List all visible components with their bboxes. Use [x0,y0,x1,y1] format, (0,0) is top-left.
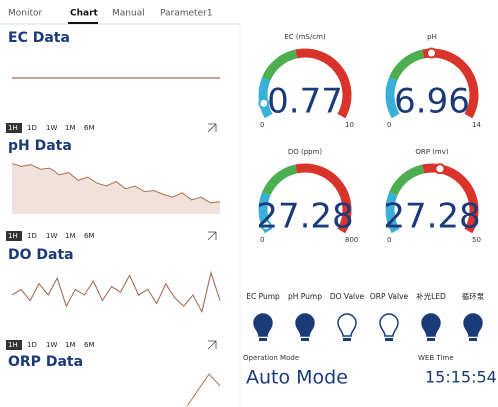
bulb-base [343,338,351,341]
gauge-marker [258,97,270,109]
gauge-zone [258,76,273,119]
web-time-label: WEB Time [418,354,454,362]
gauge-value: 27.28 [383,197,480,237]
gauge-max: 10 [345,121,354,129]
chart-title: ORP Data [8,354,83,370]
gauge-value: 27.28 [256,197,353,237]
range-button[interactable]: 1W [46,124,57,132]
range-button[interactable]: 1M [65,341,76,349]
tab[interactable]: Manual [112,9,145,19]
range-button[interactable]: 6M [84,232,95,240]
gauge-value: 0.77 [267,82,343,122]
chart-line [186,373,221,407]
gauge-min: 0 [260,121,264,129]
range-button-active [6,231,22,241]
range-button[interactable]: 1H [8,232,18,240]
tab[interactable]: Monitor [8,9,43,19]
range-button[interactable]: 1H [8,124,18,132]
chart-area [12,163,220,214]
chart-title: pH Data [8,138,72,154]
gauge-min: 0 [387,236,391,244]
device-label: pH Pump [288,292,322,301]
gauge-min: 0 [260,236,264,244]
range-button[interactable]: 1M [65,232,76,240]
range-button[interactable]: 1M [65,124,76,132]
range-button[interactable]: 6M [84,124,95,132]
gauge-label: pH [427,33,437,41]
gauge-max: 14 [472,121,481,129]
tab[interactable]: Chart [70,9,99,19]
web-time: 15:15:54 [425,368,497,387]
device-label: ORP Valve [370,292,409,301]
gauge-label: ORP (mv) [415,148,449,156]
tab[interactable]: Parameter1 [160,9,213,19]
device-label: 补光LED [416,291,446,301]
range-button[interactable]: 1D [27,341,37,349]
gauge-marker [260,220,272,232]
bulb-icon[interactable] [337,313,357,337]
gauge-marker [425,47,437,59]
gauge-marker [434,163,446,175]
gauge-label: DO (ppm) [288,148,323,156]
bulb-icon[interactable] [421,313,441,337]
gauge-min: 0 [387,121,391,129]
bulb-base [469,338,477,341]
bulb-icon[interactable] [379,313,399,337]
expand-icon[interactable] [207,123,217,133]
expand-icon[interactable] [207,340,217,350]
range-button[interactable]: 1D [27,124,37,132]
gauge-label: EC (mS/cm) [284,33,326,41]
bulb-base [427,338,435,341]
bulb-base [259,338,267,341]
gauge-zone [295,163,352,234]
range-button[interactable]: 1W [46,341,57,349]
gauge-value: 6.96 [394,82,470,122]
range-button[interactable]: 6M [84,341,95,349]
device-label: 循环泵 [462,291,485,301]
gauge-max: 50 [472,236,481,244]
operation-label: Operation Mode [243,354,299,362]
chart-title: DO Data [8,247,74,263]
range-button[interactable]: 1H [8,341,18,349]
gauge-zone [295,48,352,119]
gauge-zone [385,76,400,119]
chart-line [11,163,221,204]
chart-line [11,270,221,314]
bulb-base [301,338,309,341]
gauge-zone [262,49,298,81]
bulb-icon[interactable] [295,313,315,337]
gauge-zone [389,164,425,196]
range-button-active [6,340,22,350]
expand-icon[interactable] [207,231,217,241]
range-button-active [6,123,22,133]
bulb-icon[interactable] [463,313,483,337]
gauge-max: 800 [345,236,358,244]
bulb-icon[interactable] [253,313,273,337]
range-button[interactable]: 1W [46,232,57,240]
chart-title: EC Data [8,30,70,46]
range-button[interactable]: 1D [27,232,37,240]
device-label: EC Pump [246,292,280,301]
gauge-zone [262,164,298,196]
device-label: DO Valve [330,292,365,301]
gauge-zone [389,49,425,81]
bulb-base [385,338,393,341]
gauge-zone [385,191,400,234]
operation-mode: Auto Mode [246,367,348,389]
